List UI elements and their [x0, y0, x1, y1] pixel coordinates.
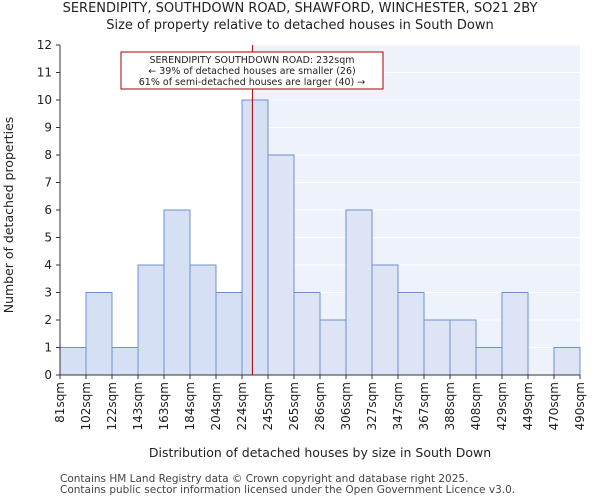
x-tick-label: 184sqm: [183, 382, 197, 430]
bar: [215, 292, 243, 376]
x-tick-label: 429sqm: [495, 382, 509, 430]
y-tick-label: 5: [44, 231, 52, 245]
y-tick-label: 1: [44, 341, 52, 355]
y-tick-label: 8: [44, 148, 52, 162]
y-tick-label: 12: [37, 38, 52, 52]
x-tick-label: 388sqm: [443, 382, 457, 430]
x-tick-label: 265sqm: [287, 382, 301, 430]
x-tick-label: 204sqm: [209, 382, 223, 430]
y-tick-label: 0: [44, 368, 52, 382]
x-tick-label: 449sqm: [521, 382, 535, 430]
x-tick-label: 408sqm: [469, 382, 483, 430]
x-tick-label: 102sqm: [79, 382, 93, 430]
bar: [423, 319, 451, 376]
y-tick-label: 10: [37, 93, 52, 107]
x-tick-label: 81sqm: [53, 382, 67, 423]
bar: [449, 319, 477, 376]
bar: [59, 347, 87, 376]
bar: [111, 347, 139, 376]
y-tick-label: 3: [44, 286, 52, 300]
x-tick-label: 245sqm: [261, 382, 275, 430]
annotation-smaller: ← 39% of detached houses are smaller (26…: [148, 66, 355, 77]
y-tick-label: 2: [44, 313, 52, 327]
footer-licence: Contains public sector information licen…: [60, 484, 516, 496]
bar: [501, 292, 529, 376]
y-axis-title: Number of detached properties: [1, 117, 16, 314]
bar: [267, 154, 295, 376]
x-tick-label: 163sqm: [157, 382, 171, 430]
bar: [319, 319, 347, 376]
bar: [189, 264, 217, 376]
bar: [293, 292, 321, 376]
x-tick-label: 470sqm: [547, 382, 561, 430]
x-tick-label: 306sqm: [339, 382, 353, 430]
bar: [475, 347, 503, 376]
annotation-box: [120, 51, 384, 90]
x-tick-label: 327sqm: [365, 382, 379, 430]
x-tick-label: 347sqm: [391, 382, 405, 430]
bar: [85, 292, 113, 376]
x-tick-label: 490sqm: [573, 382, 587, 430]
bar: [371, 264, 399, 376]
bar: [241, 99, 269, 376]
y-tick-label: 7: [44, 176, 52, 190]
y-tick-label: 4: [44, 258, 52, 272]
chart-title-subtitle: Size of property relative to detached ho…: [106, 18, 494, 33]
bar: [163, 209, 191, 376]
x-axis-title: Distribution of detached houses by size …: [149, 445, 491, 460]
bar: [397, 292, 425, 376]
bar: [345, 209, 373, 376]
x-tick-label: 367sqm: [417, 382, 431, 430]
x-tick-label: 286sqm: [313, 382, 327, 430]
y-tick-label: 9: [44, 121, 52, 135]
x-tick-label: 122sqm: [105, 382, 119, 430]
bar: [137, 264, 165, 376]
y-tick-label: 11: [37, 66, 52, 80]
y-tick-label: 6: [44, 203, 52, 217]
bar: [553, 347, 581, 376]
annotation-title: SERENDIPITY SOUTHDOWN ROAD: 232sqm: [149, 55, 354, 66]
chart-title-address: SERENDIPITY, SOUTHDOWN ROAD, SHAWFORD, W…: [62, 1, 538, 16]
x-tick-label: 143sqm: [131, 382, 145, 430]
x-tick-label: 224sqm: [235, 382, 249, 430]
footer-copyright: Contains HM Land Registry data © Crown c…: [60, 473, 469, 485]
annotation-larger: 61% of semi-detached houses are larger (…: [139, 77, 366, 88]
